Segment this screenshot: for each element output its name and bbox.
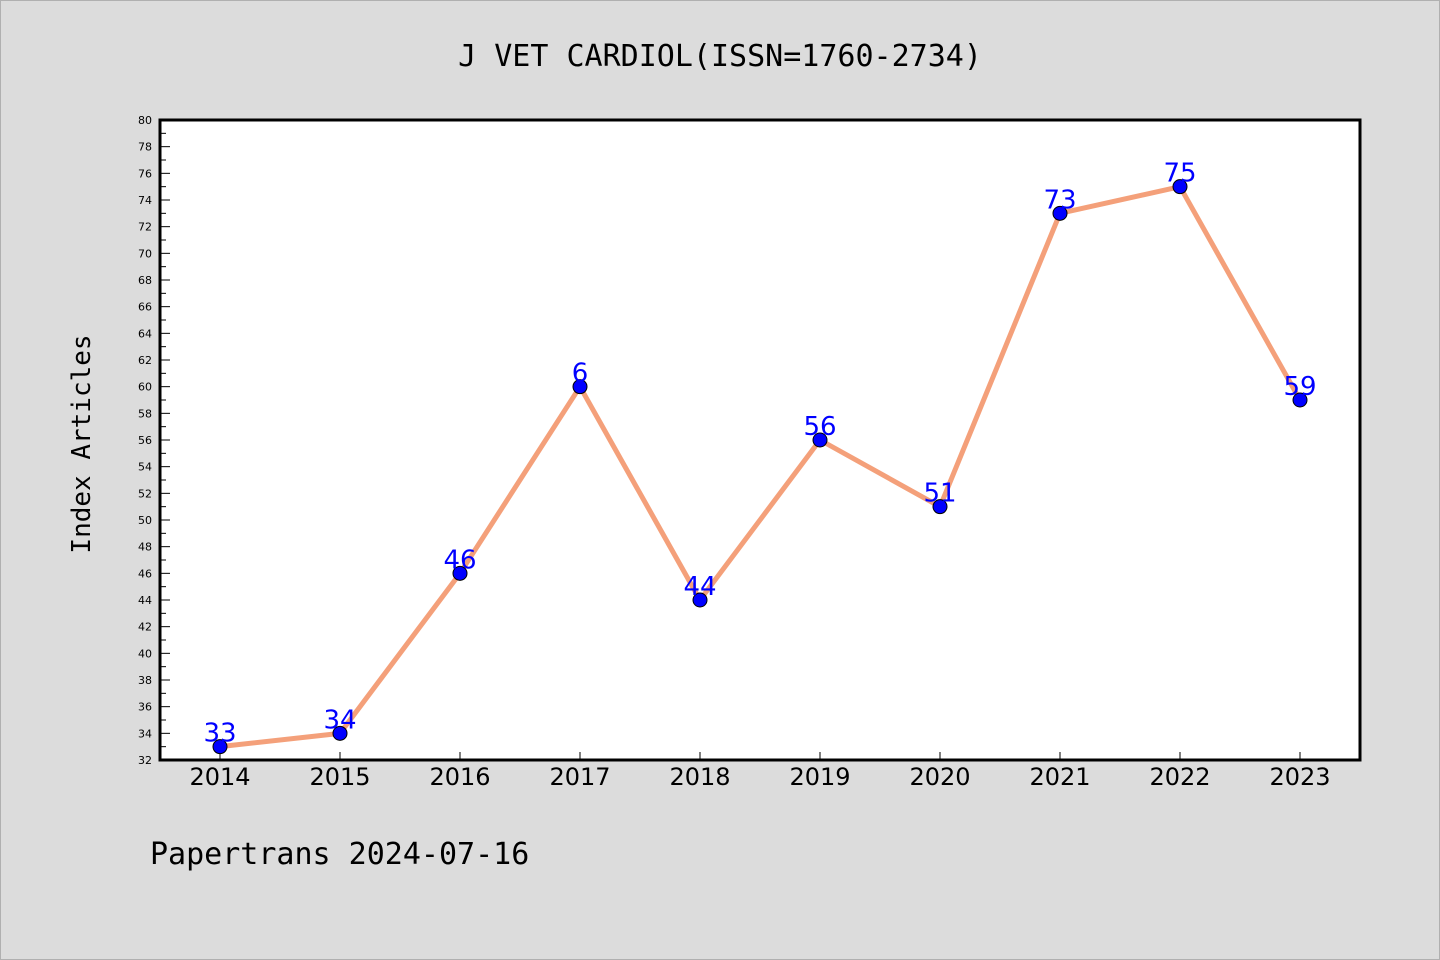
y-tick-label: 80 bbox=[138, 114, 152, 127]
data-point bbox=[452, 565, 468, 581]
y-tick-label: 40 bbox=[138, 647, 152, 660]
y-axis-label: Index Articles bbox=[67, 334, 97, 553]
y-tick-label: 46 bbox=[138, 567, 152, 580]
y-tick-label: 52 bbox=[138, 487, 152, 500]
y-tick-label: 50 bbox=[138, 514, 152, 527]
x-tick-label: 2023 bbox=[1269, 763, 1330, 791]
x-tick-label: 2016 bbox=[429, 763, 490, 791]
data-label: 33 bbox=[203, 719, 236, 749]
data-point bbox=[692, 592, 708, 608]
plot-area bbox=[158, 118, 1362, 762]
data-point bbox=[1052, 205, 1068, 221]
data-label: 46 bbox=[443, 545, 476, 575]
x-tick-label: 2021 bbox=[1029, 763, 1090, 791]
y-tick-label: 42 bbox=[138, 621, 152, 634]
y-tick-label: 66 bbox=[138, 301, 152, 314]
data-label: 73 bbox=[1043, 185, 1076, 215]
footer-text: Papertrans 2024-07-16 bbox=[150, 837, 529, 872]
x-tick-label: 2019 bbox=[789, 763, 850, 791]
y-tick-label: 62 bbox=[138, 354, 152, 367]
y-tick-label: 34 bbox=[138, 727, 152, 740]
y-tick-label: 32 bbox=[138, 754, 152, 767]
chart-title: J VET CARDIOL(ISSN=1760-2734) bbox=[458, 39, 982, 74]
data-point bbox=[212, 739, 228, 755]
y-axis: 32 34 36 38 40 42 44 46 48 50 52 54 56 58 60 62 64 66 68 70… bbox=[138, 114, 170, 767]
data-label: 51 bbox=[923, 479, 956, 509]
data-point bbox=[932, 499, 948, 515]
y-tick-label: 38 bbox=[138, 674, 152, 687]
data-point bbox=[1172, 179, 1188, 195]
data-label-group: 33 34 46 6 44 56 51 73 75 59 bbox=[203, 159, 1316, 749]
y-tick-label: 76 bbox=[138, 167, 152, 180]
x-tick-label: 2022 bbox=[1149, 763, 1210, 791]
data-label: 59 bbox=[1283, 372, 1316, 402]
marker-group bbox=[212, 179, 1308, 755]
data-label: 56 bbox=[803, 412, 836, 442]
data-point bbox=[572, 379, 588, 395]
x-tick-label: 2017 bbox=[549, 763, 610, 791]
y-tick-label: 44 bbox=[138, 594, 152, 607]
series-line bbox=[217, 184, 1303, 750]
x-axis: 2014 2015 2016 2017 2018 2019 2020 2021 2022 2023 bbox=[189, 752, 1331, 791]
y-tick-label: 58 bbox=[138, 407, 152, 420]
y-tick-label: 74 bbox=[138, 194, 152, 207]
y-tick-label: 36 bbox=[138, 701, 152, 714]
data-point bbox=[812, 432, 828, 448]
y-tick-label: 68 bbox=[138, 274, 152, 287]
y-tick-label: 60 bbox=[138, 381, 152, 394]
data-label: 44 bbox=[683, 572, 716, 602]
y-tick-label: 70 bbox=[138, 247, 152, 260]
y-tick-label: 72 bbox=[138, 221, 152, 234]
data-label: 6 bbox=[572, 359, 589, 389]
y-tick-label: 56 bbox=[138, 434, 152, 447]
x-tick-label: 2018 bbox=[669, 763, 730, 791]
x-tick-label: 2015 bbox=[309, 763, 370, 791]
y-tick-label: 54 bbox=[138, 461, 152, 474]
y-tick-label: 78 bbox=[138, 141, 152, 154]
y-tick-label: 64 bbox=[138, 327, 152, 340]
data-point bbox=[1292, 392, 1308, 408]
data-label: 34 bbox=[323, 705, 356, 735]
x-tick-label: 2020 bbox=[909, 763, 970, 791]
series-line-group bbox=[217, 184, 1303, 750]
data-point bbox=[332, 725, 348, 741]
x-tick-label: 2014 bbox=[189, 763, 250, 791]
data-label: 75 bbox=[1163, 159, 1196, 189]
y-tick-label: 48 bbox=[138, 541, 152, 554]
